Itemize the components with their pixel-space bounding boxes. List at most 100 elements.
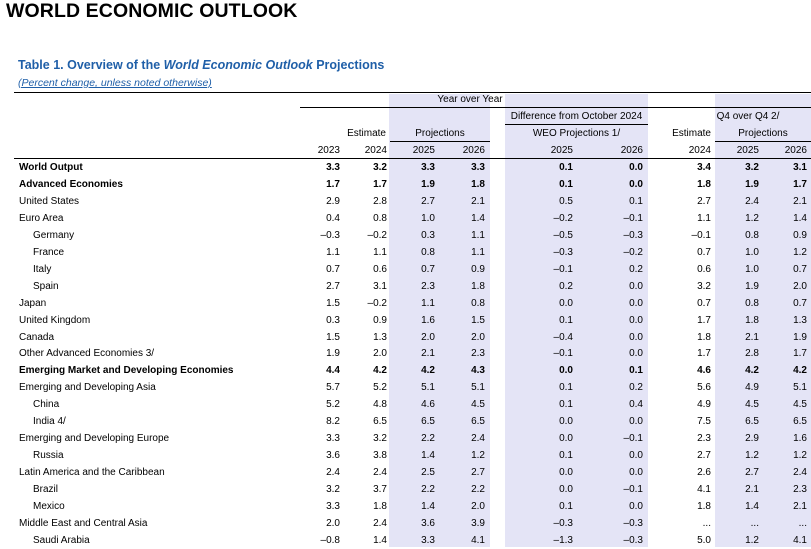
row-label: Emerging and Developing Asia <box>19 382 156 394</box>
row-value: 3.2 <box>697 280 711 292</box>
row-value: 2.8 <box>373 195 387 207</box>
row-label: Spain <box>33 280 59 292</box>
row-value: 1.0 <box>745 246 759 258</box>
row-value: 2.7 <box>471 467 485 479</box>
shade-q4-projections <box>715 94 811 547</box>
row-value: 1.3 <box>793 314 807 326</box>
row-value: 4.1 <box>793 534 807 546</box>
row-label: Japan <box>19 297 47 309</box>
row-value: 1.7 <box>793 178 807 190</box>
rule-difference <box>505 124 648 125</box>
row-value: 1.8 <box>745 314 759 326</box>
row-label: Emerging and Developing Europe <box>19 433 170 445</box>
row-label: Saudi Arabia <box>33 534 90 546</box>
row-value: ... <box>750 517 759 529</box>
table-row: Spain 2.7 3.1 2.3 1.8 0.2 0.0 3.2 1.9 2.0 <box>0 278 811 295</box>
row-value: 2.3 <box>697 433 711 445</box>
row-value: 2.1 <box>793 501 807 512</box>
row-value: 0.0 <box>559 365 573 377</box>
rule-header-bottom <box>14 158 811 159</box>
row-value: 1.5 <box>326 297 340 309</box>
header-estimate: Estimate <box>347 128 386 139</box>
row-value: –0.8 <box>320 534 340 546</box>
row-label: France <box>33 246 65 258</box>
table-row: World Output 3.3 3.2 3.3 3.3 0.1 0.0 3.4 3.2 3.1 <box>0 159 811 176</box>
row-value: ... <box>702 517 711 529</box>
row-value: 1.4 <box>745 501 759 512</box>
row-value: 2.7 <box>697 195 711 207</box>
row-value: –0.1 <box>691 229 711 241</box>
row-value: 0.8 <box>373 212 387 224</box>
row-value: 0.1 <box>559 501 573 512</box>
row-value: 4.5 <box>793 399 807 411</box>
row-value: 1.8 <box>471 178 485 190</box>
row-value: ... <box>798 517 807 529</box>
row-value: –0.2 <box>623 246 643 258</box>
row-value: 0.7 <box>421 263 435 275</box>
row-value: 0.9 <box>471 263 485 275</box>
rule-year-over-year <box>300 107 811 108</box>
row-value: 4.2 <box>373 365 387 377</box>
row-value: 2.4 <box>326 467 340 479</box>
row-value: –0.3 <box>623 534 643 546</box>
row-value: 2.1 <box>745 331 759 343</box>
row-label: United States <box>19 195 80 207</box>
header-q4-year-2024: 2024 <box>688 145 711 156</box>
row-value: 2.4 <box>793 467 807 479</box>
row-value: 4.2 <box>421 365 435 377</box>
row-value: 4.5 <box>745 399 759 411</box>
header-year-2025: 2025 <box>412 145 435 156</box>
header-year-over-year: Year over Year <box>437 94 503 105</box>
table-row: United States 2.9 2.8 2.7 2.1 0.5 0.1 2.7 2.4 2.1 <box>0 193 811 210</box>
row-value: 1.2 <box>471 450 485 462</box>
row-value: 6.5 <box>373 416 387 428</box>
header-year-2026: 2026 <box>462 145 485 156</box>
row-value: 1.2 <box>745 450 759 462</box>
row-value: 3.7 <box>373 484 387 496</box>
row-value: 1.0 <box>421 212 435 224</box>
row-value: 1.7 <box>793 348 807 360</box>
row-value: 3.4 <box>697 162 711 173</box>
row-value: 5.1 <box>471 382 485 394</box>
row-value: 0.2 <box>559 280 573 292</box>
row-value: 4.9 <box>697 399 711 411</box>
row-value: 2.8 <box>745 348 759 360</box>
row-value: 0.1 <box>629 365 643 377</box>
row-value: 2.0 <box>421 331 435 343</box>
row-value: 4.4 <box>326 365 340 377</box>
row-value: 3.6 <box>326 450 340 462</box>
row-value: 5.2 <box>326 399 340 411</box>
row-value: 2.1 <box>471 195 485 207</box>
row-value: 0.7 <box>697 297 711 309</box>
page-title: WORLD ECONOMIC OUTLOOK <box>6 0 298 22</box>
row-value: 1.8 <box>373 501 387 512</box>
row-value: –1.3 <box>553 534 573 546</box>
row-value: 0.0 <box>629 162 643 173</box>
table-row: United Kingdom 0.3 0.9 1.6 1.5 0.1 0.0 1.7 1.8 1.… <box>0 312 811 329</box>
table-row: Japan 1.5 –0.2 1.1 0.8 0.0 0.0 0.7 0.8 0.7 <box>0 295 811 312</box>
row-value: 1.8 <box>697 331 711 343</box>
row-value: –0.1 <box>623 484 643 496</box>
row-value: 5.1 <box>421 382 435 394</box>
row-value: –0.2 <box>553 212 573 224</box>
row-value: –0.3 <box>623 229 643 241</box>
row-value: 1.7 <box>373 178 387 190</box>
row-value: 0.0 <box>629 450 643 462</box>
row-value: 2.1 <box>745 484 759 496</box>
row-value: 3.3 <box>421 534 435 546</box>
row-value: 2.6 <box>697 467 711 479</box>
header-difference-line1: Difference from October 2024 <box>510 111 643 122</box>
row-value: 0.6 <box>697 263 711 275</box>
table-row: Euro Area 0.4 0.8 1.0 1.4 –0.2 –0.1 1.1 1.2 1.4 <box>0 210 811 227</box>
row-value: –0.2 <box>367 229 387 241</box>
row-value: 0.4 <box>326 212 340 224</box>
row-label: China <box>33 399 60 411</box>
row-value: –0.2 <box>367 297 387 309</box>
row-value: 2.7 <box>697 450 711 462</box>
row-value: 0.0 <box>559 416 573 428</box>
row-value: 2.2 <box>421 433 435 445</box>
row-value: 2.1 <box>793 195 807 207</box>
row-value: 1.8 <box>697 178 711 190</box>
row-value: 3.2 <box>373 162 387 173</box>
row-value: 2.4 <box>471 433 485 445</box>
